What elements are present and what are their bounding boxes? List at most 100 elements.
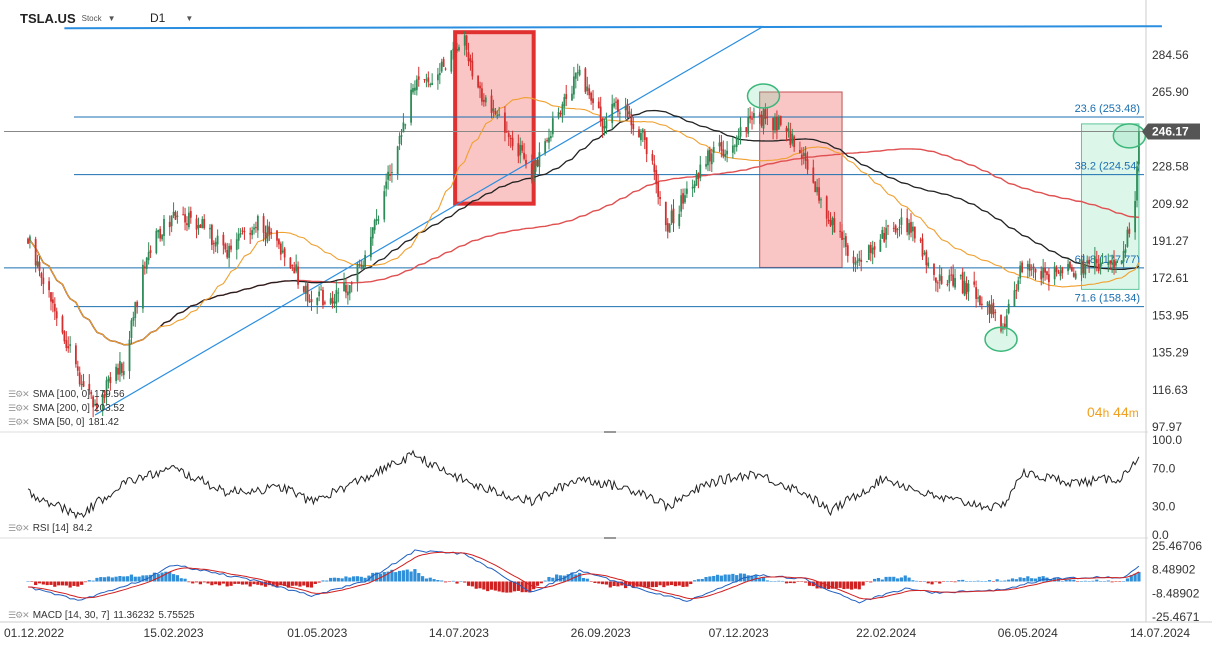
candle[interactable] xyxy=(923,250,926,256)
candle[interactable] xyxy=(751,111,753,130)
candle[interactable] xyxy=(186,216,188,232)
candle[interactable] xyxy=(990,295,993,319)
candle[interactable] xyxy=(42,268,45,295)
candle[interactable] xyxy=(429,82,432,88)
candle[interactable] xyxy=(745,127,748,138)
candle[interactable] xyxy=(452,41,455,60)
candle[interactable] xyxy=(898,218,901,237)
candle[interactable] xyxy=(119,352,121,382)
candle[interactable] xyxy=(329,292,332,305)
candle[interactable] xyxy=(212,240,215,254)
candle[interactable] xyxy=(605,112,608,135)
candle[interactable] xyxy=(912,221,914,242)
candle[interactable] xyxy=(599,96,602,127)
candle[interactable] xyxy=(1080,255,1083,282)
candle[interactable] xyxy=(881,226,884,240)
candle[interactable] xyxy=(615,97,617,110)
candle[interactable] xyxy=(833,211,836,233)
candle[interactable] xyxy=(959,274,962,280)
candle[interactable] xyxy=(948,269,951,292)
candle[interactable] xyxy=(1136,160,1138,208)
candle[interactable] xyxy=(496,110,499,120)
candle[interactable] xyxy=(860,249,863,272)
candle[interactable] xyxy=(638,126,640,138)
candle[interactable] xyxy=(456,42,458,53)
candle[interactable] xyxy=(772,117,774,140)
candle[interactable] xyxy=(264,225,267,247)
candle[interactable] xyxy=(308,294,311,303)
candle[interactable] xyxy=(892,221,895,232)
candle[interactable] xyxy=(490,89,493,119)
candle[interactable] xyxy=(337,287,340,303)
candle[interactable] xyxy=(934,277,937,292)
candle[interactable] xyxy=(302,285,305,294)
candle[interactable] xyxy=(762,107,765,135)
candle[interactable] xyxy=(320,284,322,291)
candle[interactable] xyxy=(666,218,669,239)
candle[interactable] xyxy=(36,254,39,269)
candle[interactable] xyxy=(879,234,882,252)
candle[interactable] xyxy=(364,250,367,269)
candle[interactable] xyxy=(197,217,200,235)
candle[interactable] xyxy=(161,234,163,242)
candle[interactable] xyxy=(705,156,707,170)
candle[interactable] xyxy=(1005,309,1008,337)
symbol-selector[interactable]: TSLA.US Stock ▼ xyxy=(20,9,116,27)
panel-resize-handle[interactable] xyxy=(604,537,616,539)
candle[interactable] xyxy=(720,134,723,158)
candle[interactable] xyxy=(92,394,95,418)
candle[interactable] xyxy=(988,300,991,324)
candle[interactable] xyxy=(78,366,81,387)
candle[interactable] xyxy=(774,113,776,134)
candle[interactable] xyxy=(117,363,119,381)
candle[interactable] xyxy=(655,165,658,194)
candle[interactable] xyxy=(182,206,185,216)
candle[interactable] xyxy=(1034,268,1037,281)
candle[interactable] xyxy=(839,221,842,238)
candle[interactable] xyxy=(1055,265,1058,277)
candle[interactable] xyxy=(230,239,232,253)
candle[interactable] xyxy=(494,107,497,116)
candle[interactable] xyxy=(731,136,734,159)
candle[interactable] xyxy=(61,314,64,335)
candle[interactable] xyxy=(1124,244,1127,258)
candle[interactable] xyxy=(559,110,562,117)
candle[interactable] xyxy=(241,227,244,235)
candle[interactable] xyxy=(1017,276,1020,292)
candle[interactable] xyxy=(590,91,593,105)
candle[interactable] xyxy=(174,210,177,220)
candle[interactable] xyxy=(90,389,93,399)
candle[interactable] xyxy=(415,75,418,96)
candle[interactable] xyxy=(249,227,252,244)
candle[interactable] xyxy=(806,151,809,175)
candle[interactable] xyxy=(253,223,255,235)
highlight-ellipse[interactable] xyxy=(746,83,781,109)
candle[interactable] xyxy=(584,67,587,94)
candle[interactable] xyxy=(829,212,832,227)
candle[interactable] xyxy=(710,148,713,173)
candle[interactable] xyxy=(841,224,843,240)
candle[interactable] xyxy=(82,373,85,388)
candle[interactable] xyxy=(1122,241,1125,269)
candle[interactable] xyxy=(871,240,874,265)
candle[interactable] xyxy=(936,280,939,293)
candle[interactable] xyxy=(530,154,533,184)
candle[interactable] xyxy=(645,137,648,163)
candle[interactable] xyxy=(1044,262,1046,281)
candle[interactable] xyxy=(724,149,727,161)
candle[interactable] xyxy=(481,82,483,106)
candle[interactable] xyxy=(209,224,211,239)
candle[interactable] xyxy=(163,214,165,246)
candle[interactable] xyxy=(869,241,872,262)
candle[interactable] xyxy=(132,311,135,327)
candle[interactable] xyxy=(214,237,217,253)
candle[interactable] xyxy=(115,363,118,384)
settings-icon[interactable]: ☰⚙✕ xyxy=(8,523,30,533)
candle[interactable] xyxy=(279,241,282,261)
candle[interactable] xyxy=(557,107,560,120)
candle[interactable] xyxy=(1082,253,1085,278)
candle[interactable] xyxy=(938,265,941,289)
candle[interactable] xyxy=(67,336,70,353)
candle[interactable] xyxy=(779,115,782,127)
candle[interactable] xyxy=(187,206,190,230)
